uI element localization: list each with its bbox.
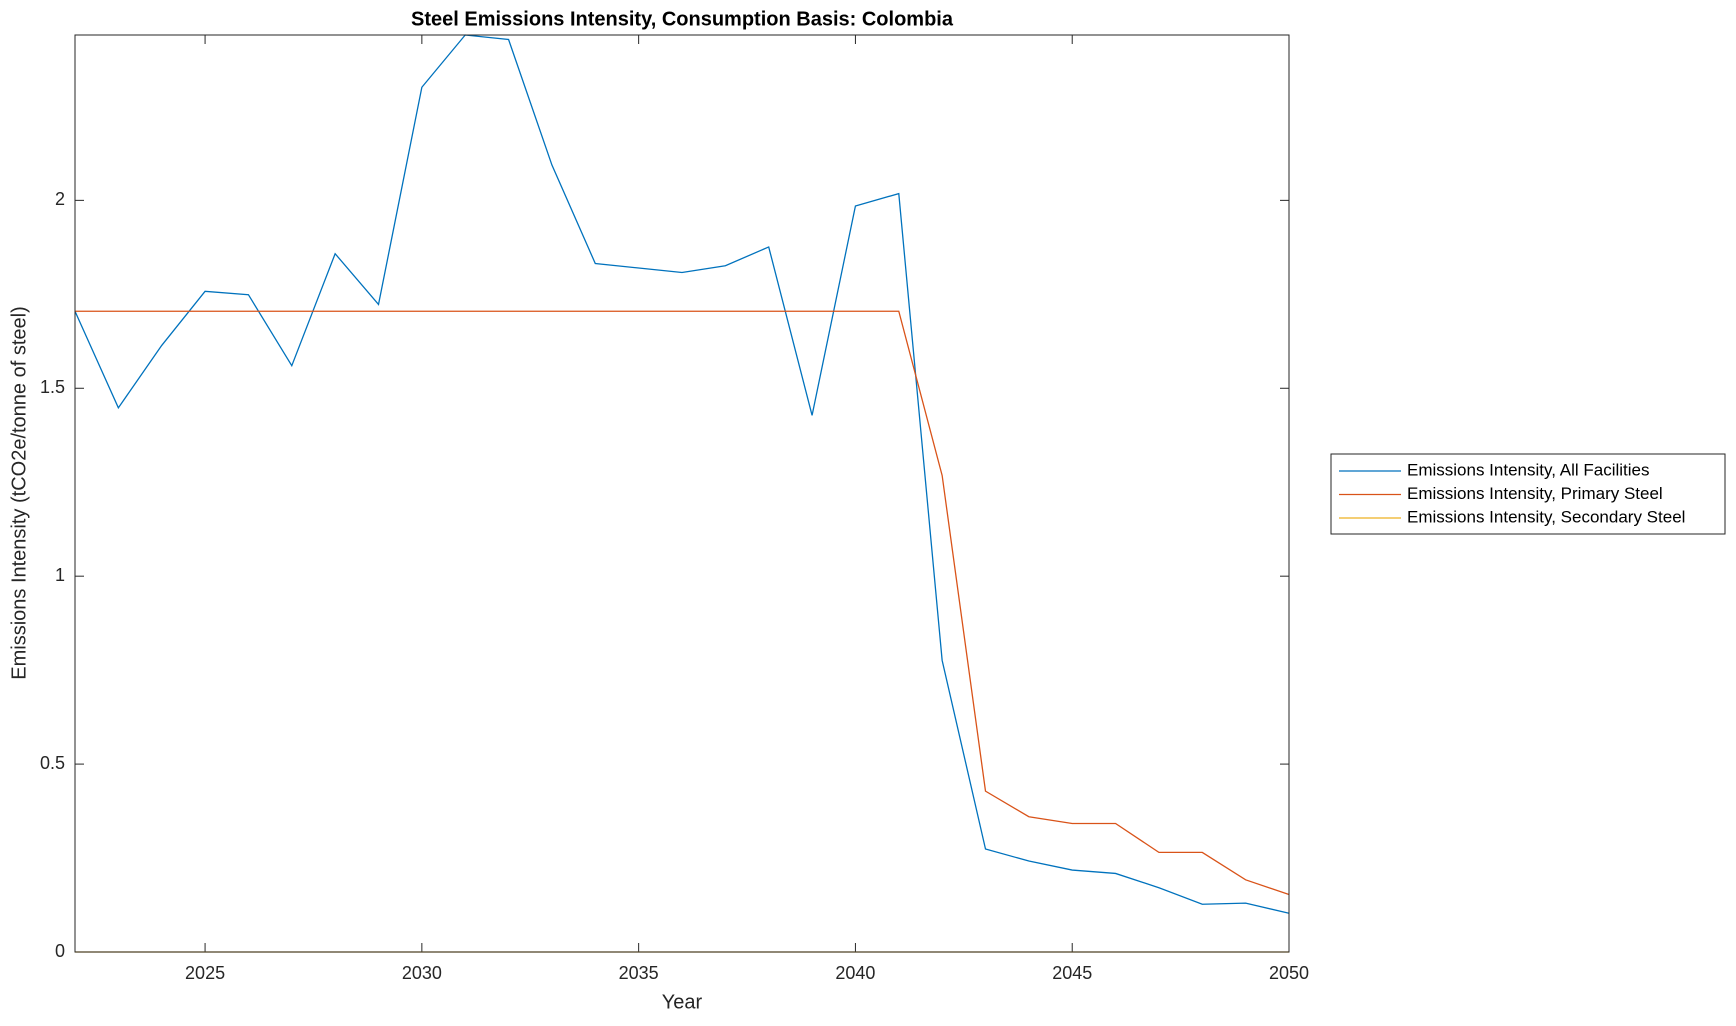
y-tick-label: 0.5: [40, 753, 65, 773]
x-axis-label: Year: [662, 991, 703, 1013]
y-tick-label: 1: [55, 565, 65, 585]
series-line: [75, 310, 1290, 896]
series-line: [74, 34, 1290, 914]
chart-title: Steel Emissions Intensity, Consumption B…: [411, 8, 954, 30]
x-tick-label: 2045: [1052, 963, 1092, 983]
legend-label: Emissions Intensity, Secondary Steel: [1407, 507, 1685, 526]
x-tick-label: 2050: [1269, 963, 1309, 983]
x-tick-label: 2040: [835, 963, 875, 983]
y-tick-label: 1.5: [40, 377, 65, 397]
legend-label: Emissions Intensity, All Facilities: [1407, 460, 1649, 479]
plot-frame: [74, 34, 1290, 953]
x-tick-label: 2025: [185, 963, 225, 983]
y-axis-label: Emissions Intensity (tCO2e/tonne of stee…: [8, 306, 30, 680]
x-tick-label: 2030: [402, 963, 442, 983]
x-tick-label: 2035: [619, 963, 659, 983]
y-tick-label: 0: [55, 941, 65, 961]
y-tick-label: 2: [55, 189, 65, 209]
legend-label: Emissions Intensity, Primary Steel: [1407, 484, 1663, 503]
